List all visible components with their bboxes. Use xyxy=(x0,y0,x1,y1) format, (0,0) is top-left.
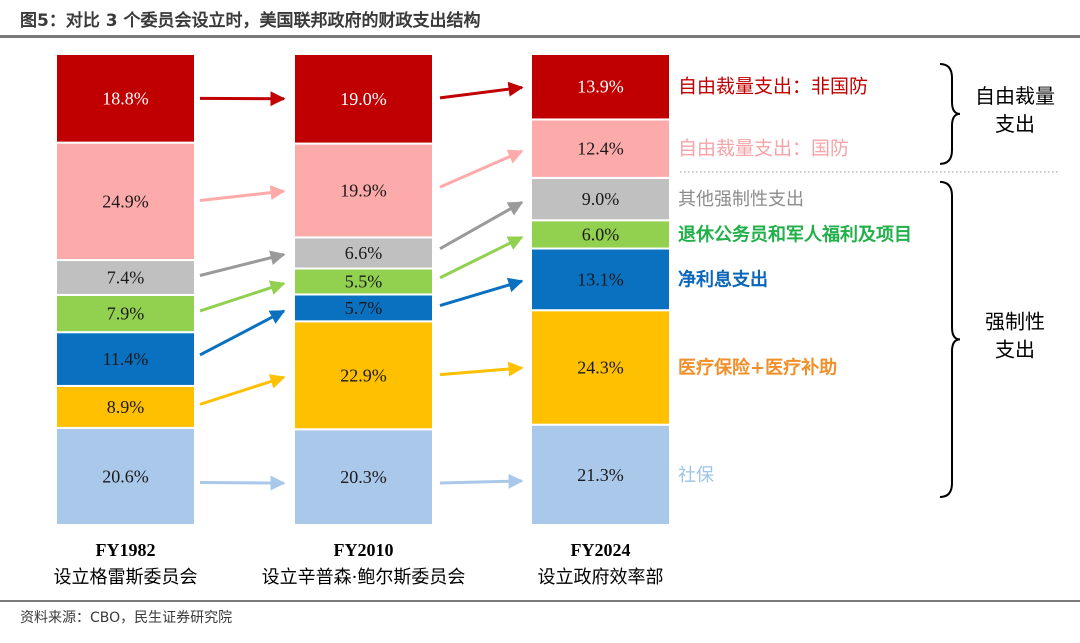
bar-net-interest-fy2024 xyxy=(530,247,671,312)
value-label-non-defense-fy2024: 13.9% xyxy=(577,77,624,97)
arrow-defense-2 xyxy=(439,149,524,189)
bars-layer: 20.6% 20.3% 21.3% 8.9% 22.9% 24.3% 11.4% 5.7% 13… xyxy=(55,53,671,526)
title-divider xyxy=(0,35,1080,38)
stacked-bar-chart: 20.6% 20.3% 21.3% 8.9% 22.9% 24.3% 11.4% 5.7% 13… xyxy=(54,53,1060,588)
bar-retirement-benefits-fy2010 xyxy=(293,267,434,296)
bar-net-interest-fy2010 xyxy=(293,293,434,323)
value-label-medicare-medicaid-fy2024: 24.3% xyxy=(577,357,624,377)
bar-other-mandatory-fy2010 xyxy=(293,236,434,270)
value-label-medicare-medicaid-fy1982: 8.9% xyxy=(107,397,145,417)
arrow-medicare-medicaid-2 xyxy=(439,361,524,377)
group-label-mandatory-line-1: 强制性 xyxy=(985,309,1045,333)
category-labels-layer: FY1982 设立格雷斯委员会 FY2010 设立辛普森·鲍尔斯委员会 FY2024 设立… xyxy=(54,540,664,588)
value-label-social-security-fy1982: 20.6% xyxy=(102,466,149,486)
value-label-other-mandatory-fy1982: 7.4% xyxy=(107,267,145,287)
value-label-net-interest-fy2024: 13.1% xyxy=(577,269,624,289)
arrow-defense-1 xyxy=(199,185,286,202)
legend-label-net-interest: 净利息支出 xyxy=(678,268,768,290)
bar-medicare-medicaid-fy2010 xyxy=(293,320,434,431)
bar-other-mandatory-fy1982 xyxy=(55,259,196,296)
value-label-social-security-fy2010: 20.3% xyxy=(340,467,387,487)
bar-defense-fy2024 xyxy=(530,118,671,179)
value-label-defense-fy2010: 19.9% xyxy=(340,180,387,200)
value-label-non-defense-fy2010: 19.0% xyxy=(340,89,387,109)
arrow-other-mandatory-1 xyxy=(199,250,286,277)
bar-non-defense-fy2024 xyxy=(530,53,671,121)
category-year-fy1982: FY1982 xyxy=(96,540,156,560)
arrow-social-security-1 xyxy=(199,475,286,491)
arrow-non-defense-2 xyxy=(439,81,524,100)
value-label-net-interest-fy2010: 5.7% xyxy=(345,298,383,318)
group-label-discretionary-line-1: 自由裁量 xyxy=(975,84,1055,108)
arrow-social-security-2 xyxy=(439,473,524,489)
category-year-fy2010: FY2010 xyxy=(334,540,394,560)
group-label-discretionary-line-2: 支出 xyxy=(995,112,1035,136)
bar-non-defense-fy1982 xyxy=(55,53,196,144)
arrow-retirement-benefits-2 xyxy=(439,235,524,280)
brace-discretionary xyxy=(939,63,961,165)
category-name-fy2024: 设立政府效率部 xyxy=(538,567,664,588)
bar-net-interest-fy1982 xyxy=(55,331,196,387)
legend-label-social-security: 社保 xyxy=(678,465,714,486)
legend-label-other-mandatory: 其他强制性支出 xyxy=(678,189,804,210)
value-label-defense-fy2024: 12.4% xyxy=(577,139,624,159)
arrow-net-interest-1 xyxy=(199,309,286,357)
legend-label-medicare-medicaid: 医疗保险+医疗补助 xyxy=(678,356,837,378)
value-label-retirement-benefits-fy2024: 6.0% xyxy=(582,224,620,244)
value-label-medicare-medicaid-fy2010: 22.9% xyxy=(340,365,387,385)
arrow-other-mandatory-2 xyxy=(439,200,524,250)
source-divider xyxy=(0,600,1080,602)
value-label-retirement-benefits-fy1982: 7.9% xyxy=(107,304,145,324)
bar-defense-fy2010 xyxy=(293,142,434,239)
arrow-medicare-medicaid-1 xyxy=(199,374,286,406)
arrows-layer xyxy=(199,81,524,491)
value-label-retirement-benefits-fy2010: 5.5% xyxy=(345,271,383,291)
legend-label-defense: 自由裁量支出：国防 xyxy=(678,138,849,160)
arrow-retirement-benefits-1 xyxy=(199,280,286,313)
value-label-net-interest-fy1982: 11.4% xyxy=(103,349,149,369)
value-label-non-defense-fy1982: 18.8% xyxy=(102,88,149,108)
legend-label-retirement-benefits: 退休公务员和军人福利及项目 xyxy=(678,223,912,245)
bar-social-security-fy2024 xyxy=(530,423,671,526)
source-note: 资料来源：CBO，民生证券研究院 xyxy=(20,610,233,626)
bar-medicare-medicaid-fy2024 xyxy=(530,309,671,426)
brace-mandatory xyxy=(939,180,961,498)
value-label-other-mandatory-fy2010: 6.6% xyxy=(345,243,383,263)
value-label-other-mandatory-fy2024: 9.0% xyxy=(582,189,620,209)
arrow-net-interest-2 xyxy=(439,277,524,308)
value-label-social-security-fy2024: 21.3% xyxy=(577,465,624,485)
category-name-fy1982: 设立格雷斯委员会 xyxy=(54,567,198,588)
bar-non-defense-fy2010 xyxy=(293,53,434,145)
category-year-fy2024: FY2024 xyxy=(571,540,631,560)
chart-title: 图5：对比 3 个委员会设立时，美国联邦政府的财政支出结构 xyxy=(20,11,481,31)
bar-defense-fy1982 xyxy=(55,141,196,262)
legend-label-non-defense: 自由裁量支出：非国防 xyxy=(678,76,868,98)
category-name-fy2010: 设立辛普森·鲍尔斯委员会 xyxy=(262,567,466,588)
bar-medicare-medicaid-fy1982 xyxy=(55,384,196,429)
value-label-defense-fy1982: 24.9% xyxy=(102,191,149,211)
bar-social-security-fy1982 xyxy=(55,426,196,526)
bar-other-mandatory-fy2024 xyxy=(530,176,671,222)
group-label-mandatory-line-2: 支出 xyxy=(995,337,1035,361)
